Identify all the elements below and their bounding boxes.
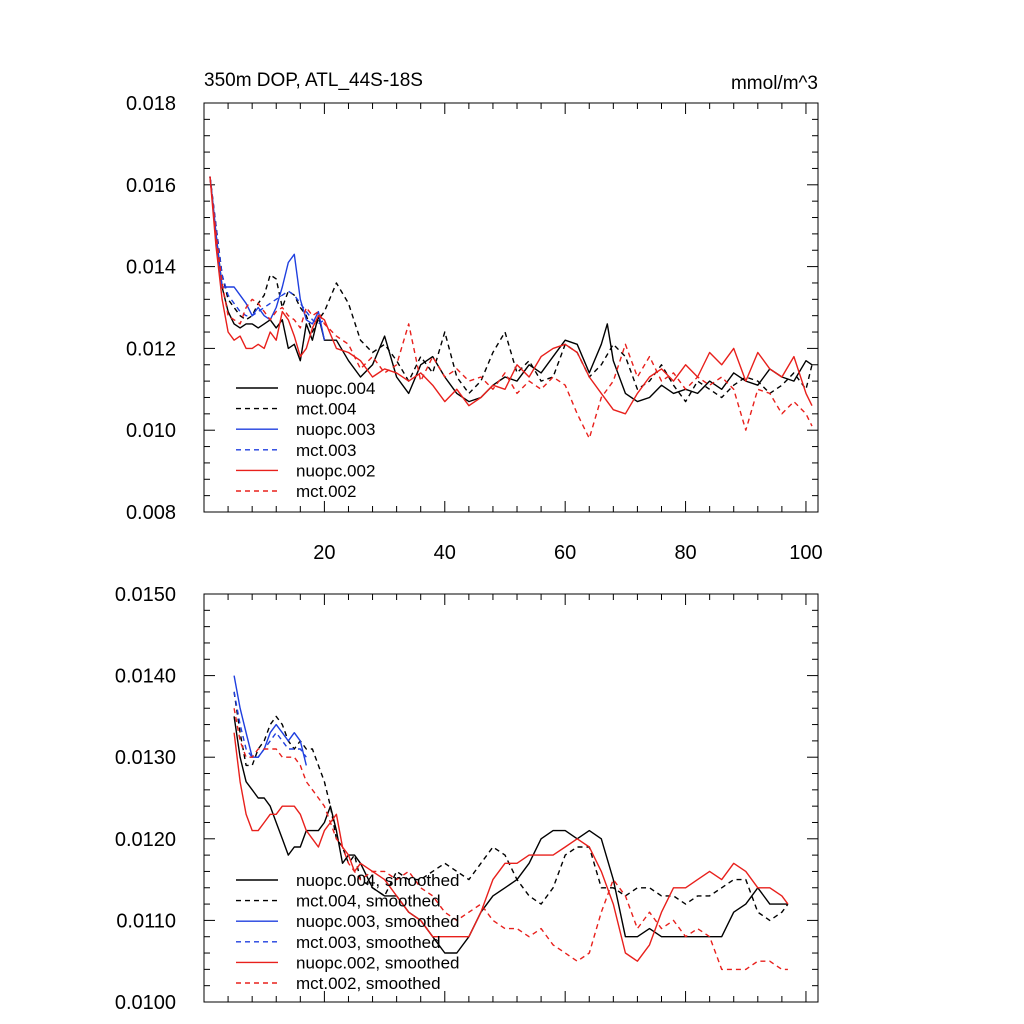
y-tick-label: 0.014 [126, 257, 176, 279]
y-tick-label: 0.0100 [115, 992, 176, 1014]
y-tick-label: 0.0130 [115, 747, 176, 769]
legend-label: mct.004, smoothed [296, 892, 441, 911]
x-tick-label: 20 [313, 542, 335, 564]
y-tick-label: 0.0150 [115, 584, 176, 606]
panel-top: 350m DOP, ATL_44S-18S mmol/m^3 0.008 0.01… [126, 70, 823, 564]
x-tick-label: 100 [789, 542, 822, 564]
y-tick-label: 0.008 [126, 502, 176, 524]
legend-label: nuopc.002, smoothed [296, 953, 460, 972]
series-line-2 [209, 176, 813, 403]
y-tick-label: 0.016 [126, 175, 176, 197]
chart-title: 350m DOP, ATL_44S-18S [204, 70, 423, 91]
series-line-6 [233, 708, 788, 971]
series-line-3 [209, 176, 326, 341]
legend-label: mct.004 [296, 400, 356, 419]
legend-label: nuopc.004 [296, 379, 375, 398]
y-tick-label: 0.0140 [115, 666, 176, 688]
x-tick-label: 80 [674, 542, 696, 564]
legend-label: mct.003, smoothed [296, 933, 441, 952]
legend-label: nuopc.002 [296, 461, 375, 480]
legend-label: mct.002, smoothed [296, 974, 441, 993]
plot-frame [203, 102, 819, 513]
series-line-1 [209, 176, 813, 403]
legend-label: nuopc.003, smoothed [296, 912, 460, 931]
y-tick-label: 0.018 [126, 93, 176, 115]
y-tick-label: 0.010 [126, 420, 176, 442]
y-tick-label: 0.012 [126, 338, 176, 360]
panel-bottom: 0.0100 0.0110 0.0120 0.0130 0.0140 0.0150 nuop… [115, 584, 819, 1014]
series-line-4 [233, 691, 307, 758]
y-tick-label: 0.0120 [115, 829, 176, 851]
x-tick-label: 40 [434, 542, 456, 564]
series-line-4 [209, 176, 325, 325]
series-line-5 [233, 732, 789, 962]
series-line-6 [209, 176, 813, 440]
x-tick-label: 60 [554, 542, 576, 564]
plot-frame [203, 593, 819, 1003]
series-line-3 [233, 675, 307, 766]
legend-label: nuopc.003 [296, 420, 375, 439]
legend-label: mct.003 [296, 441, 356, 460]
units-label: mmol/m^3 [731, 73, 818, 94]
series-line-1 [233, 716, 788, 954]
y-tick-label: 0.0110 [116, 910, 176, 932]
legend-label: mct.002 [296, 482, 356, 501]
legend-label: nuopc.004, smoothed [296, 871, 460, 890]
